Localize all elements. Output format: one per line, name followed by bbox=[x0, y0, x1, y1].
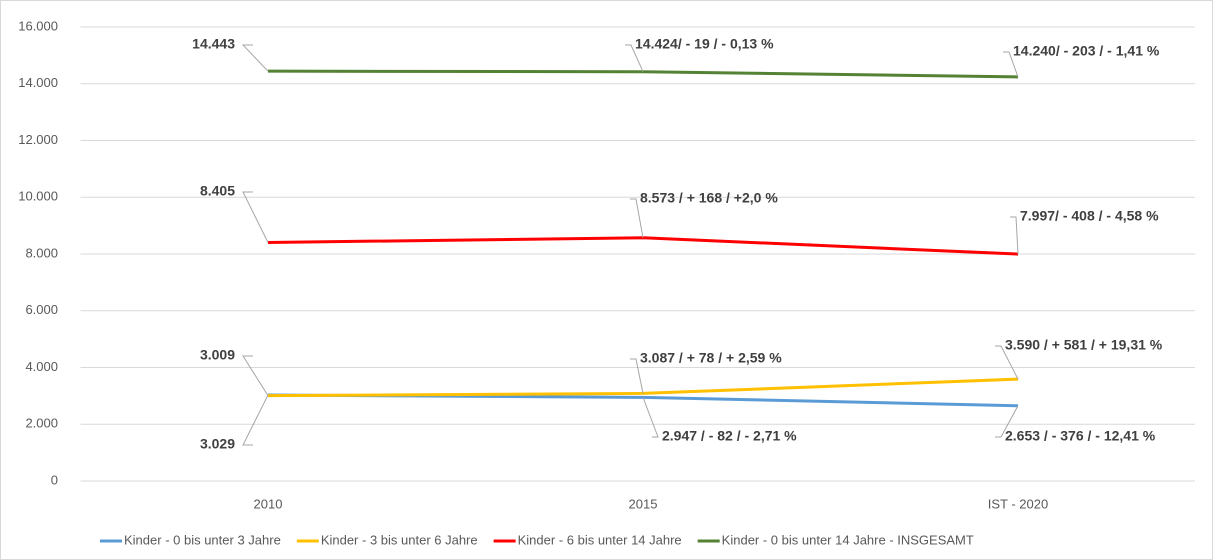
y-tick-label: 12.000 bbox=[18, 132, 58, 147]
x-tick-label: 2010 bbox=[254, 496, 283, 511]
y-tick-label: 16.000 bbox=[18, 18, 58, 33]
leader-line bbox=[242, 394, 269, 446]
x-tick-label: 2015 bbox=[629, 496, 658, 511]
y-tick-label: 0 bbox=[51, 472, 58, 487]
leader-line bbox=[625, 44, 644, 72]
data-label: 3.029 bbox=[200, 436, 235, 452]
y-tick-label: 4.000 bbox=[25, 359, 58, 374]
leader-line bbox=[241, 44, 269, 72]
legend-label: Kinder - 0 bis unter 14 Jahre - INSGESAM… bbox=[722, 532, 974, 547]
legend-label: Kinder - 3 bis unter 6 Jahre bbox=[321, 532, 478, 547]
leader-line bbox=[642, 397, 659, 438]
y-tick-label: 2.000 bbox=[25, 416, 58, 431]
data-label: 3.087 / + 78 / + 2,59 % bbox=[640, 350, 782, 366]
data-label: 2.653 / - 376 / - 12,41 % bbox=[1005, 428, 1156, 444]
y-tick-label: 10.000 bbox=[18, 189, 58, 204]
leader-line bbox=[242, 355, 269, 396]
leader-line bbox=[1003, 51, 1019, 78]
data-label: 14.443 bbox=[192, 36, 235, 52]
data-label: 7.997/ - 408 / - 4,58 % bbox=[1020, 208, 1159, 224]
data-label: 14.424/ - 19 / - 0,13 % bbox=[635, 36, 774, 52]
data-label: 3.590 / + 581 / + 19,31 % bbox=[1005, 337, 1163, 353]
legend-label: Kinder - 6 bis unter 14 Jahre bbox=[518, 532, 682, 547]
data-label: 14.240/ - 203 / - 1,41 % bbox=[1013, 43, 1160, 59]
leader-line bbox=[1010, 216, 1019, 255]
leader-line bbox=[630, 198, 644, 238]
data-label: 3.009 bbox=[200, 347, 235, 363]
y-tick-label: 14.000 bbox=[18, 75, 58, 90]
y-tick-label: 6.000 bbox=[25, 302, 58, 317]
legend-label: Kinder - 0 bis unter 3 Jahre bbox=[124, 532, 281, 547]
x-tick-label: IST - 2020 bbox=[988, 496, 1048, 511]
leader-line bbox=[630, 358, 644, 394]
y-tick-label: 8.000 bbox=[25, 245, 58, 260]
data-label: 8.405 bbox=[200, 183, 235, 199]
leader-line bbox=[995, 405, 1019, 438]
data-label: 8.573 / + 168 / +2,0 % bbox=[640, 190, 778, 206]
leader-line bbox=[995, 345, 1019, 380]
leader-line bbox=[242, 191, 269, 243]
data-label: 2.947 / - 82 / - 2,71 % bbox=[662, 428, 797, 444]
